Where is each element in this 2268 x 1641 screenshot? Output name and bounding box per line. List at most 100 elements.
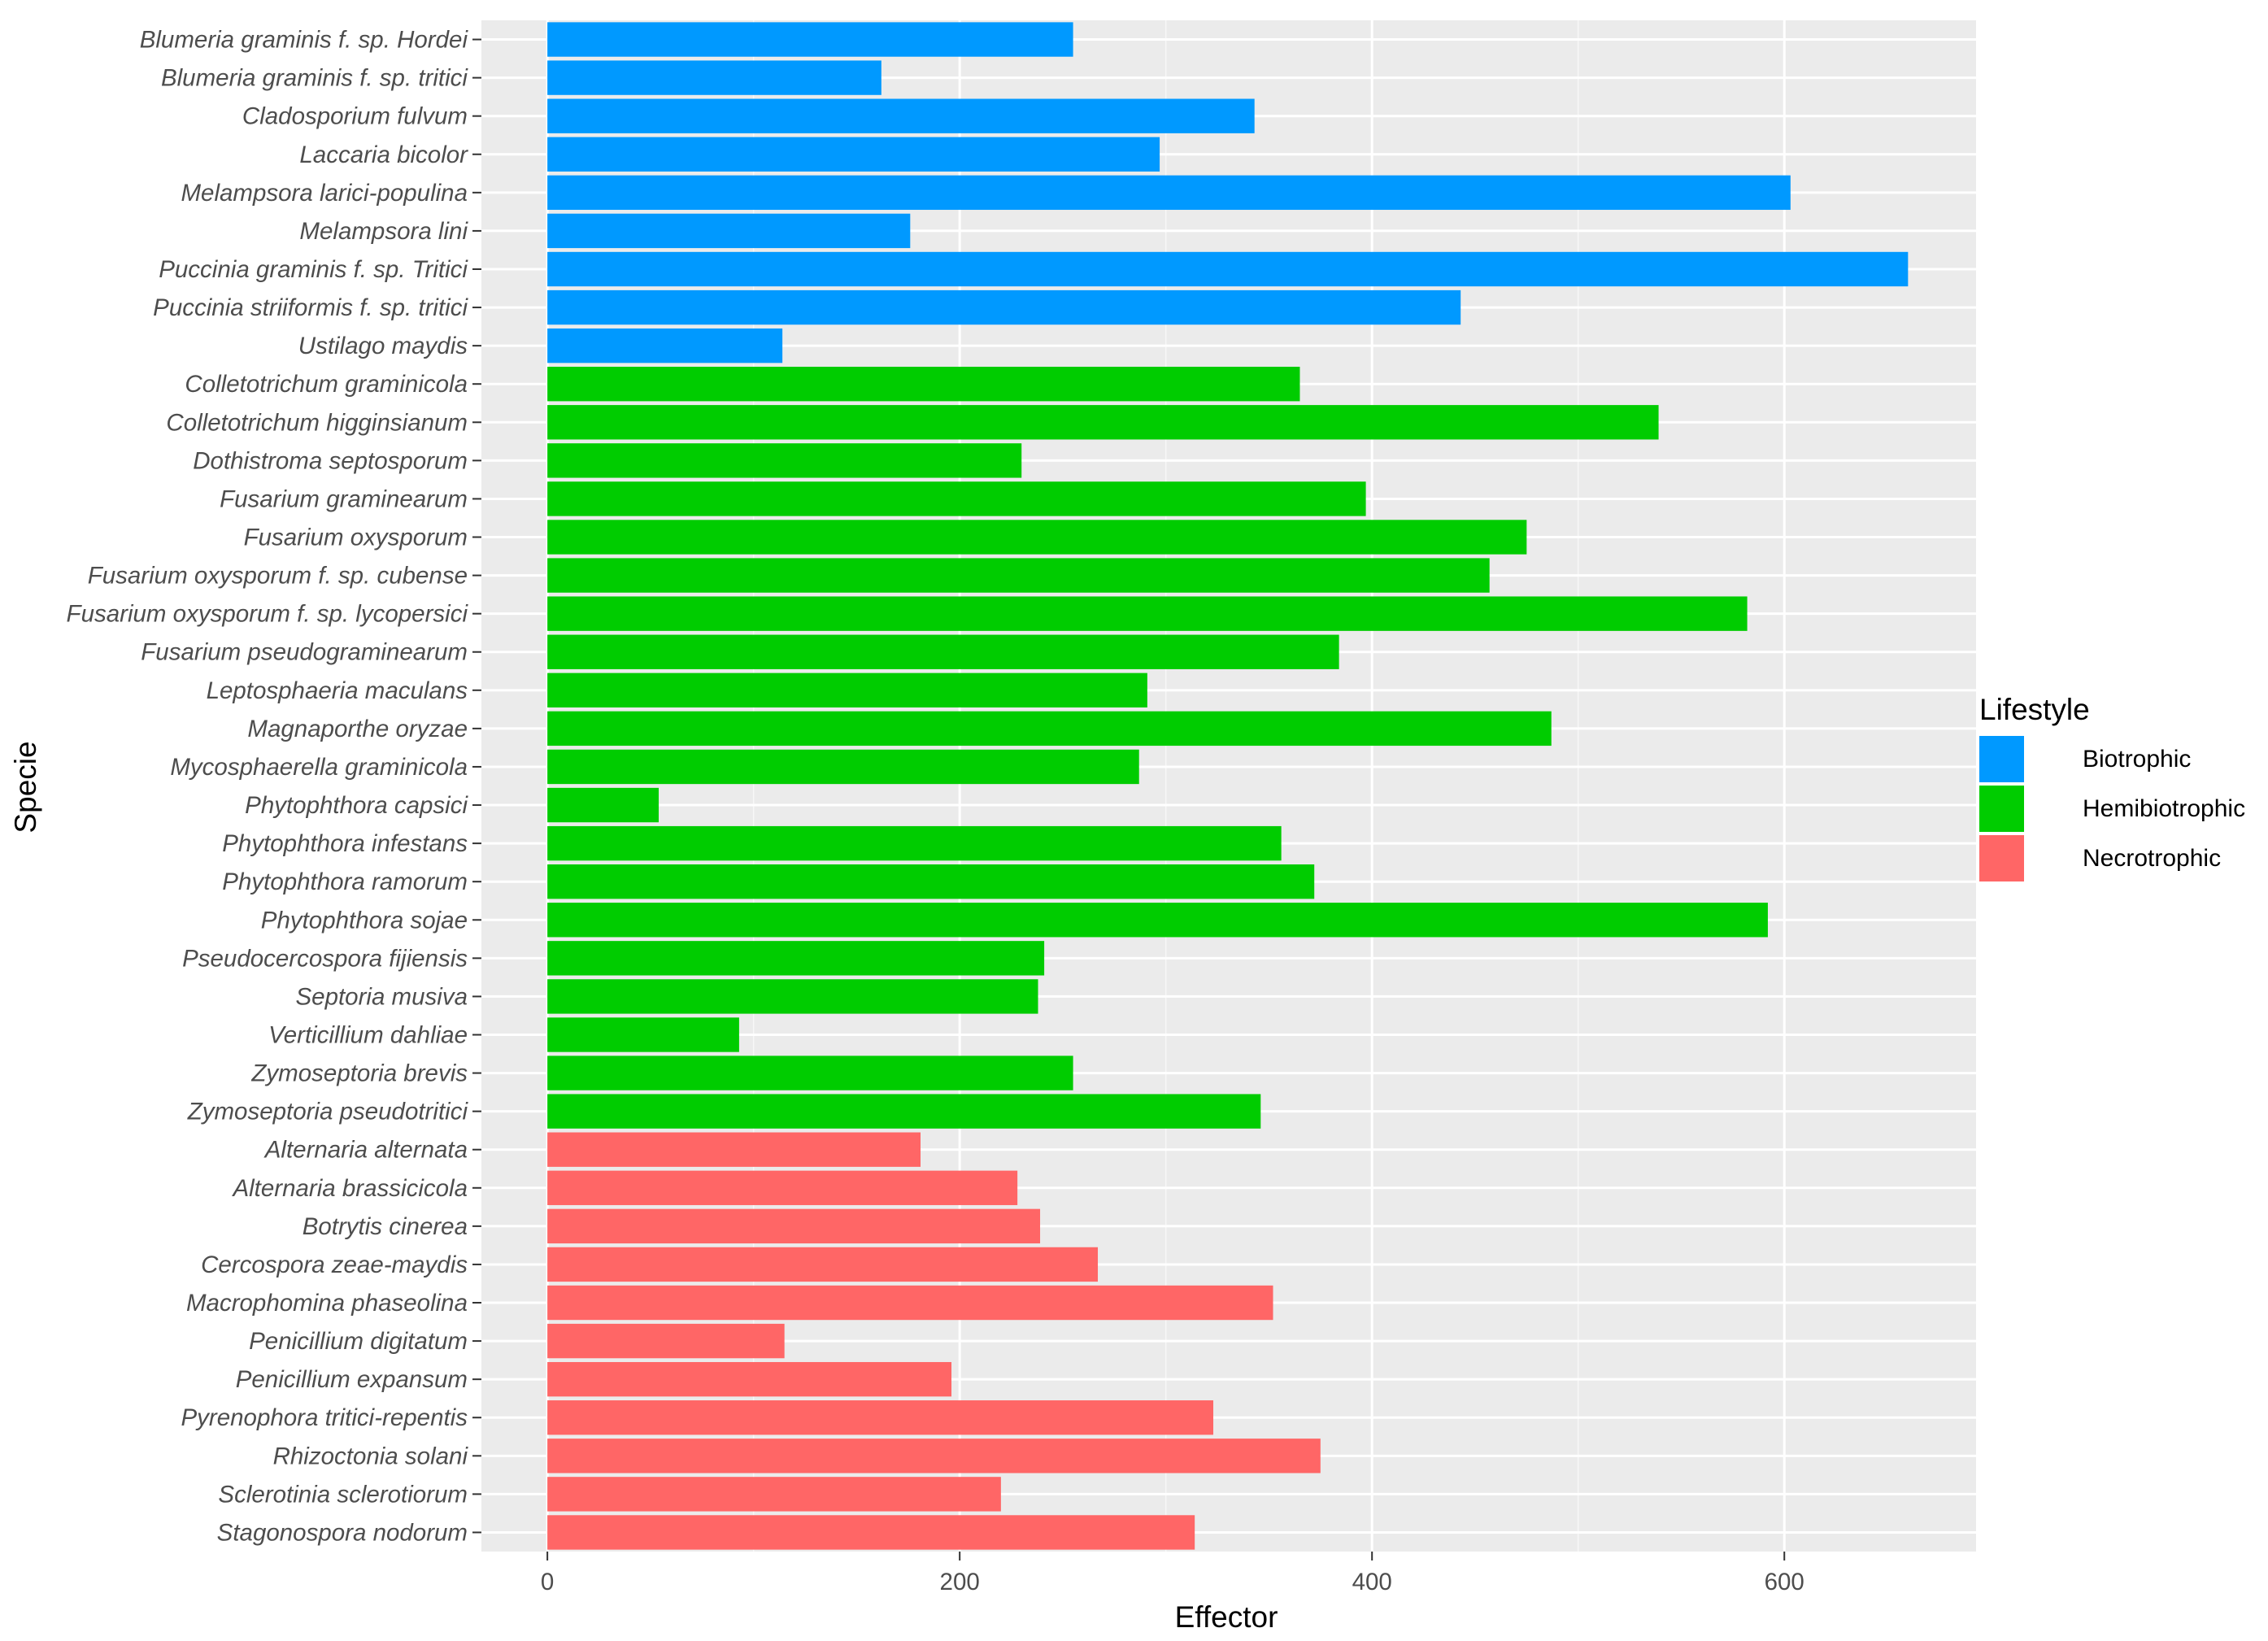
legend-label-hemibiotrophic: Hemibiotrophic: [2083, 795, 2245, 822]
bar-fusarium-oxysporum: [547, 520, 1527, 555]
x-tick-label: 400: [1352, 1569, 1392, 1595]
bar-botrytis-cinerea: [547, 1208, 1041, 1244]
x-axis: 0 200 400 600: [541, 1552, 1804, 1595]
y-tick-label: Phytophthora infestans: [222, 830, 468, 857]
bar-pseudocercospora-fijiensis: [547, 941, 1045, 976]
y-tick-label: Pseudocercospora fijiensis: [182, 945, 468, 972]
y-tick-label: Dothistroma septosporum: [193, 447, 468, 474]
bar-cladosporium-fulvum: [547, 98, 1255, 133]
bar-zymoseptoria-brevis: [547, 1056, 1073, 1090]
y-tick-label: Colletotrichum graminicola: [185, 371, 468, 398]
bar-penicillium-expansum: [547, 1361, 952, 1397]
y-tick-label: Macrophomina phaseolina: [186, 1290, 468, 1317]
y-tick-label: Melampsora larici-populina: [181, 180, 468, 207]
bar-melampsora-larici-populina: [547, 175, 1791, 211]
y-tick-label: Cercospora zeae-maydis: [201, 1251, 468, 1278]
y-axis-title: Specie: [9, 741, 42, 833]
bar-fusarium-oxysporum-f-sp-cubense: [547, 558, 1490, 593]
bar-rhizoctonia-solani: [547, 1439, 1321, 1473]
bar-alternaria-brassicicola: [547, 1170, 1018, 1205]
plot-panel: [481, 20, 1976, 1552]
bar-magnaporthe-oryzae: [547, 711, 1552, 747]
y-tick-label: Colletotrichum higginsianum: [166, 409, 468, 436]
y-tick-label: Alternaria brassicicola: [231, 1175, 468, 1202]
y-tick-label: Fusarium oxysporum f. sp. cubense: [88, 563, 468, 590]
x-axis-title: Effector: [1175, 1600, 1278, 1634]
x-tick-label: 600: [1765, 1569, 1804, 1595]
bar-alternaria-alternata: [547, 1132, 921, 1167]
legend-key-hemibiotrophic: [1979, 786, 2024, 832]
bar-pyrenophora-tritici-repentis: [547, 1400, 1213, 1435]
y-tick-label: Penicillium expansum: [236, 1366, 468, 1393]
legend-title: Lifestyle: [1979, 693, 2090, 726]
legend: Lifestyle Biotrophic Hemibiotrophic Necrot…: [1979, 693, 2245, 881]
y-tick-label: Puccinia striiformis f. sp. tritici: [153, 294, 468, 321]
bar-phytophthora-capsici: [547, 787, 660, 823]
bar-blumeria-graminis-f-sp-tritici: [547, 60, 882, 95]
y-tick-label: Verticillium dahliae: [268, 1021, 468, 1048]
bar-dothistroma-septosporum: [547, 443, 1022, 478]
bar-colletotrichum-graminicola: [547, 367, 1300, 402]
y-tick-label: Botrytis cinerea: [303, 1213, 468, 1240]
y-tick-label: Pyrenophora tritici-repentis: [181, 1404, 468, 1431]
y-tick-label: Melampsora lini: [299, 218, 468, 245]
legend-key-necrotrophic: [1979, 835, 2024, 881]
y-tick-label: Stagonospora nodorum: [217, 1519, 468, 1546]
y-tick-label: Laccaria bicolor: [299, 141, 468, 168]
y-tick-label: Zymoseptoria brevis: [250, 1060, 468, 1087]
bar-blumeria-graminis-f-sp-hordei: [547, 22, 1073, 57]
y-tick-label: Magnaporthe oryzae: [247, 716, 468, 742]
y-tick-label: Penicillium digitatum: [249, 1328, 468, 1355]
bar-phytophthora-ramorum: [547, 864, 1315, 899]
legend-key-biotrophic: [1979, 736, 2024, 782]
bar-fusarium-pseudograminearum: [547, 634, 1339, 669]
bar-stagonospora-nodorum: [547, 1515, 1195, 1550]
bar-ustilago-maydis: [547, 328, 783, 363]
y-tick-label: Mycosphaerella graminicola: [170, 754, 468, 781]
legend-items: Biotrophic Hemibiotrophic Necrotrophic: [1979, 736, 2245, 881]
bar-macrophomina-phaseolina: [547, 1285, 1273, 1321]
y-tick-label: Fusarium graminearum: [220, 485, 468, 512]
bar-cercospora-zeae-maydis: [547, 1247, 1099, 1282]
bar-colletotrichum-higginsianum: [547, 405, 1659, 440]
y-tick-label: Cladosporium fulvum: [242, 103, 468, 130]
y-tick-label: Phytophthora sojae: [261, 907, 468, 934]
bar-fusarium-oxysporum-f-sp-lycopersici: [547, 596, 1748, 631]
y-tick-label: Blumeria graminis f. sp. Hordei: [140, 27, 469, 54]
bars: [547, 22, 1909, 1550]
bar-zymoseptoria-pseudotritici: [547, 1094, 1261, 1129]
bar-puccinia-graminis-f-sp-tritici: [547, 251, 1909, 287]
y-tick-label: Leptosphaeria maculans: [207, 677, 468, 704]
y-tick-label: Sclerotinia sclerotiorum: [218, 1481, 468, 1508]
x-tick-label: 200: [940, 1569, 980, 1595]
legend-label-biotrophic: Biotrophic: [2083, 746, 2191, 773]
legend-label-necrotrophic: Necrotrophic: [2083, 845, 2221, 872]
bar-phytophthora-sojae: [547, 903, 1768, 938]
y-tick-label: Rhizoctonia solani: [273, 1443, 469, 1469]
bar-septoria-musiva: [547, 979, 1038, 1014]
bar-leptosphaeria-maculans: [547, 673, 1147, 707]
y-tick-label: Fusarium pseudograminearum: [141, 639, 468, 666]
bar-sclerotinia-sclerotiorum: [547, 1477, 1001, 1512]
y-tick-label: Phytophthora capsici: [245, 792, 468, 819]
y-tick-label: Ustilago maydis: [298, 333, 468, 359]
bar-penicillium-digitatum: [547, 1323, 785, 1359]
y-tick-label: Blumeria graminis f. sp. tritici: [161, 65, 468, 92]
y-tick-label: Phytophthora ramorum: [222, 868, 468, 895]
bar-verticillium-dahliae: [547, 1017, 739, 1052]
y-axis: Blumeria graminis f. sp. Hordei Blumeria …: [67, 27, 481, 1546]
y-tick-label: Septoria musiva: [295, 983, 468, 1010]
x-tick-label: 0: [541, 1569, 554, 1595]
y-tick-label: Zymoseptoria pseudotritici: [187, 1099, 469, 1125]
bar-melampsora-lini: [547, 213, 911, 249]
y-tick-label: Puccinia graminis f. sp. Tritici: [159, 256, 468, 283]
y-tick-label: Fusarium oxysporum: [244, 525, 468, 551]
bar-puccinia-striiformis-f-sp-tritici: [547, 289, 1461, 325]
bar-phytophthora-infestans: [547, 825, 1282, 861]
bar-laccaria-bicolor: [547, 137, 1160, 172]
y-tick-label: Fusarium oxysporum f. sp. lycopersici: [67, 601, 469, 628]
bar-mycosphaerella-graminicola: [547, 749, 1139, 785]
bar-fusarium-graminearum: [547, 481, 1366, 516]
y-tick-label: Alternaria alternata: [263, 1137, 468, 1164]
